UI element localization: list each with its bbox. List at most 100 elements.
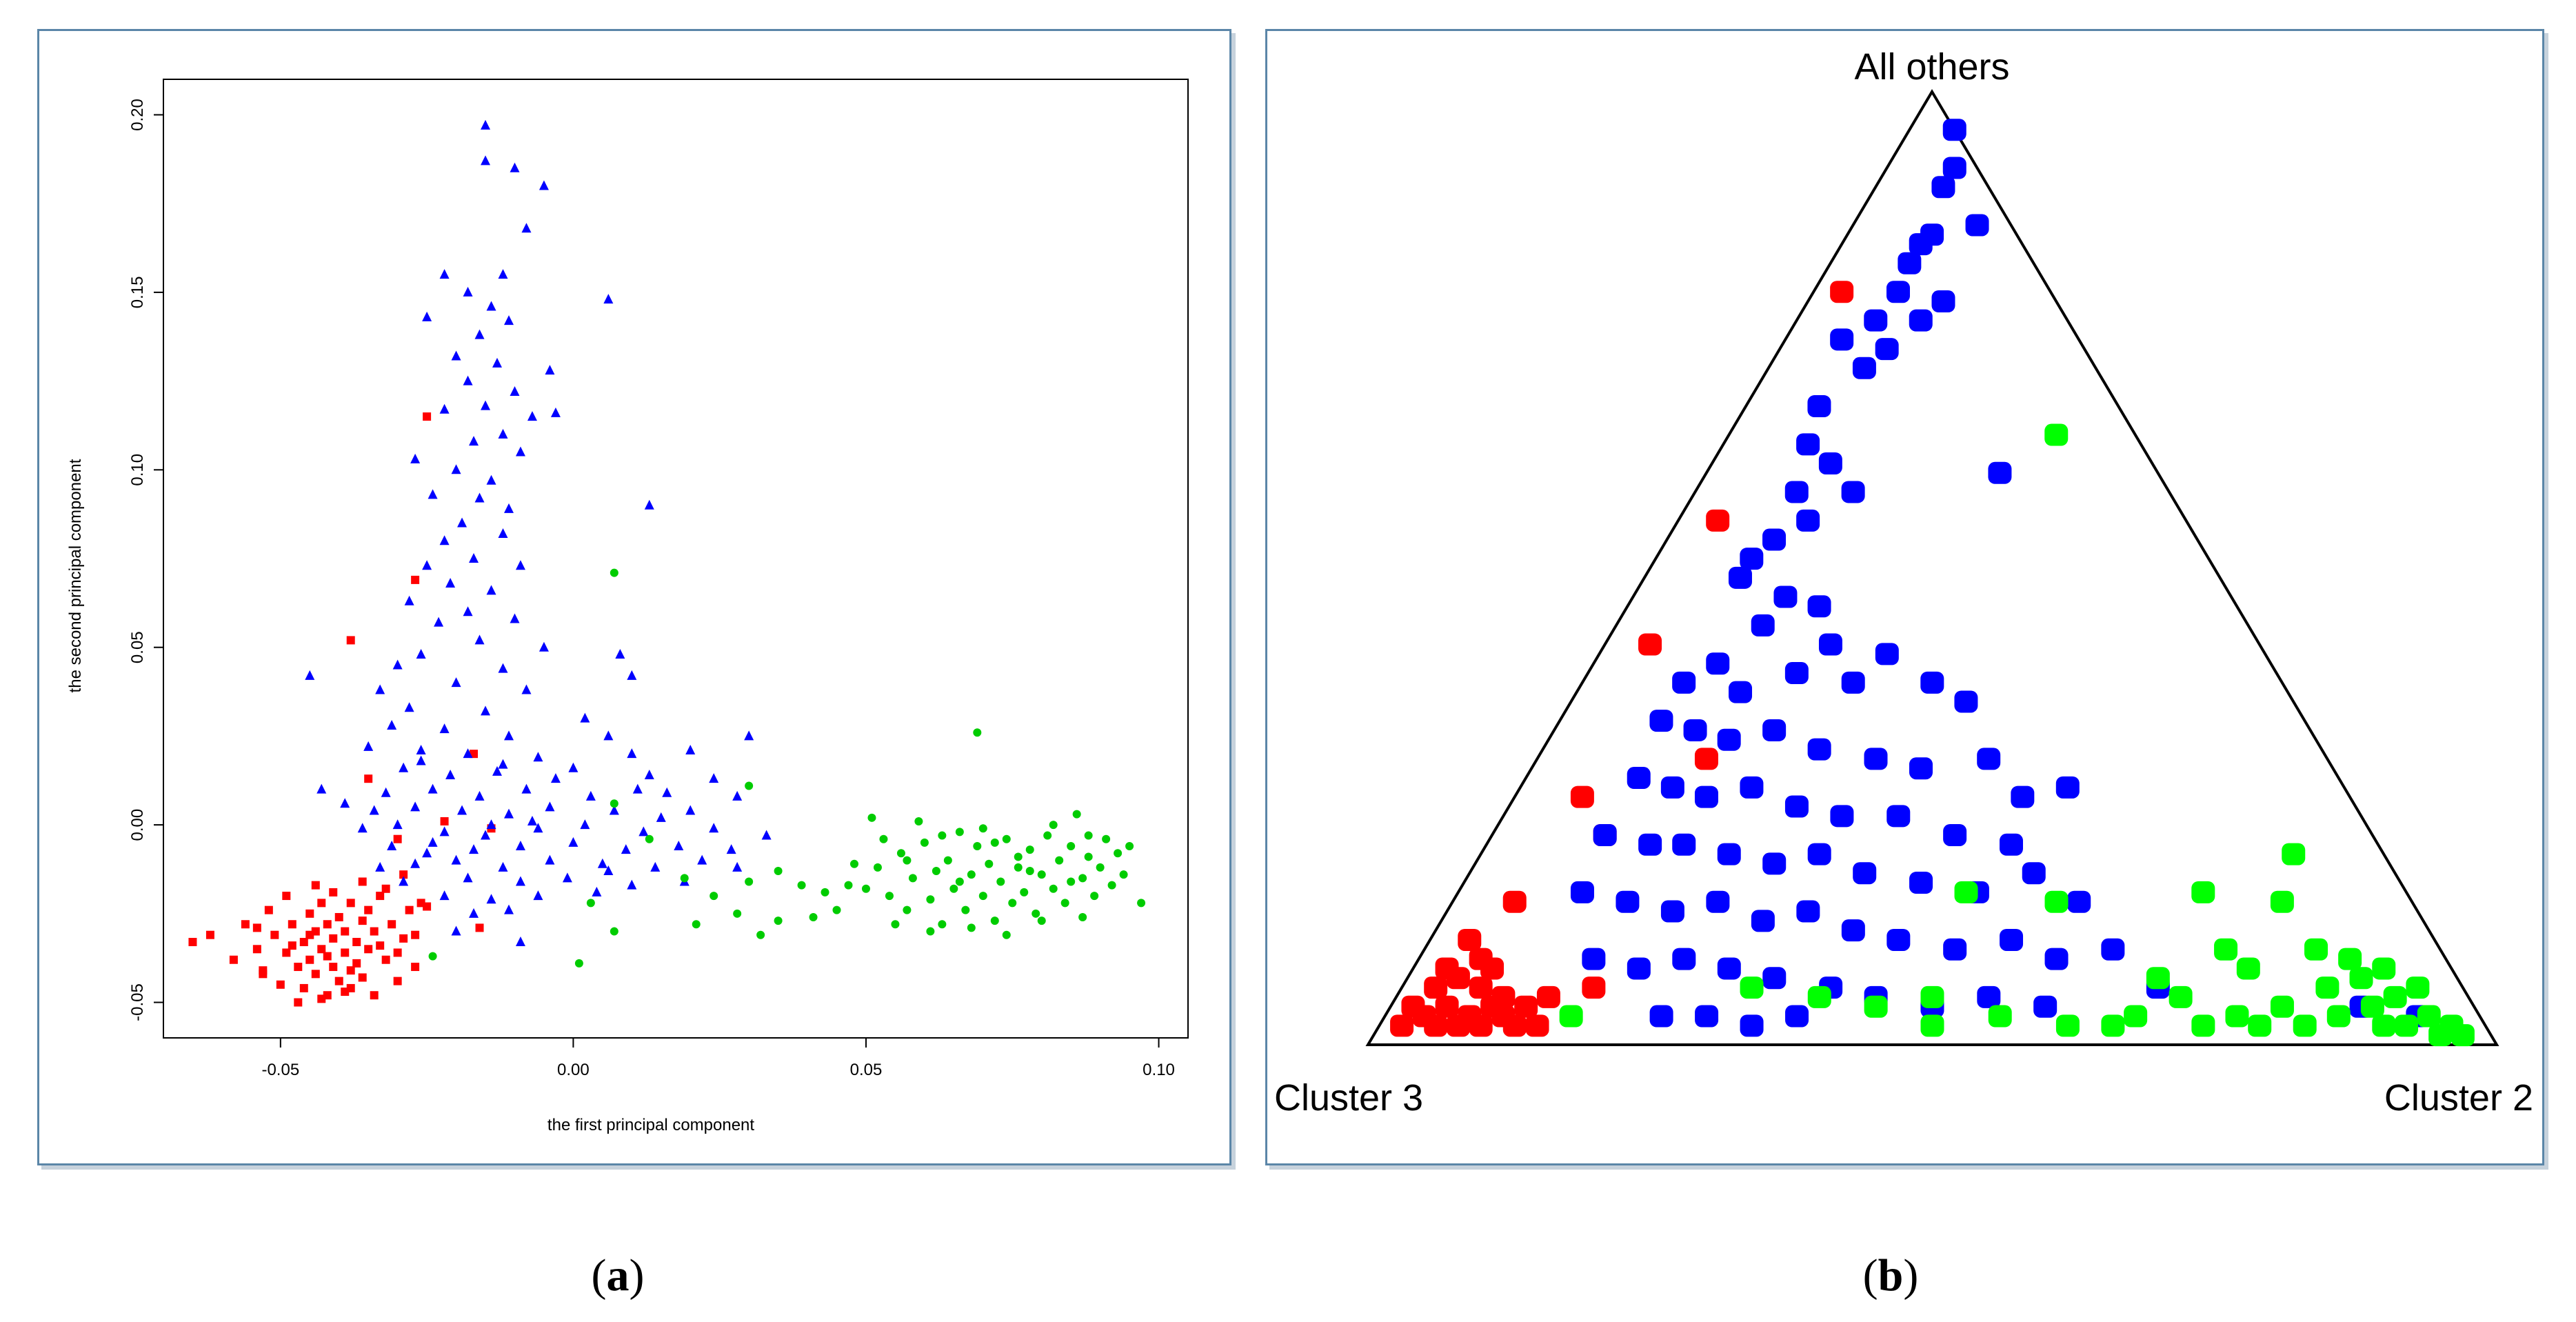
square-point	[294, 963, 303, 972]
y-tick-label: 0.00	[128, 809, 147, 841]
triangle-point	[422, 560, 432, 570]
circle-point	[873, 863, 882, 872]
circle-point	[996, 877, 1005, 886]
square-point	[329, 888, 338, 897]
ternary-point	[2360, 995, 2384, 1018]
triangle-point	[457, 517, 467, 528]
ternary-point	[2270, 995, 2294, 1018]
triangle-point	[427, 489, 438, 499]
triangle-point	[562, 872, 572, 883]
triangle-point	[469, 436, 479, 446]
triangle-point	[439, 269, 450, 279]
square-point	[288, 920, 296, 929]
triangle-point	[761, 830, 772, 840]
square-point	[229, 955, 238, 964]
triangle-point	[469, 908, 479, 918]
triangle-point	[539, 180, 549, 190]
triangle-point	[410, 801, 421, 812]
triangle-point	[463, 606, 473, 617]
ternary-point	[1818, 633, 1842, 656]
square-point	[364, 905, 373, 914]
circle-point	[938, 920, 947, 929]
ternary-point	[1784, 795, 1809, 818]
square-point	[241, 920, 250, 929]
ternary-point	[1942, 119, 1966, 141]
triangle-point	[427, 783, 438, 794]
ternary-point	[2191, 881, 2215, 903]
ternary-point	[1660, 900, 1684, 923]
square-point	[381, 884, 390, 893]
ternary-point	[1909, 233, 1933, 256]
circle-point	[1020, 888, 1029, 897]
ternary-point	[1480, 957, 1505, 980]
triangle-point	[644, 770, 654, 780]
triangle-point	[369, 805, 379, 815]
triangle-point	[603, 294, 614, 304]
triangle-point	[474, 790, 485, 801]
circle-point	[1114, 849, 1123, 858]
ternary-point	[1875, 338, 1899, 361]
triangle-point	[404, 702, 414, 712]
triangle-point	[515, 841, 525, 850]
ternary-point	[1864, 995, 1888, 1018]
triangle-point	[580, 712, 590, 723]
triangle-point	[503, 730, 514, 741]
ternary-point	[1796, 509, 1820, 532]
triangle-point	[627, 879, 637, 890]
triangle-point	[533, 823, 543, 833]
plot-box	[163, 79, 1189, 1039]
ternary-point	[1909, 872, 1933, 894]
ternary-point	[1807, 595, 1831, 618]
triangle-point	[434, 617, 444, 627]
triangle-point	[439, 535, 450, 545]
triangle-point	[685, 805, 696, 815]
circle-point	[955, 877, 964, 886]
ternary-point	[2236, 957, 2260, 980]
square-point	[305, 955, 314, 964]
ternary-point	[1559, 1005, 1583, 1028]
ternary-point	[1706, 509, 1730, 532]
triangle-point	[451, 350, 461, 361]
ternary-point	[1762, 967, 1787, 990]
triangle-point	[375, 684, 385, 694]
ternary-point	[1525, 1014, 1549, 1037]
panel-a: -0.05 0.00 0.05 0.10 -0.05 0.00 0.05 0.10 0.15 0.…	[37, 29, 1231, 1165]
circle-point	[710, 892, 718, 901]
triangle-point	[498, 759, 508, 769]
triangle-point	[521, 223, 532, 233]
triangle-point	[503, 808, 514, 819]
ternary-point	[2169, 985, 2193, 1008]
triangle-point	[603, 730, 614, 741]
ternary-point	[1672, 948, 1696, 970]
ternary-point	[1514, 995, 1538, 1018]
square-point	[252, 945, 261, 954]
ternary-point	[1570, 785, 1594, 808]
square-point	[276, 980, 285, 989]
ternary-point	[1762, 852, 1787, 875]
caption-b-letter: b	[1878, 1250, 1904, 1301]
triangle-point	[451, 464, 461, 474]
triangle-point	[486, 894, 496, 904]
triangle-point	[445, 578, 456, 588]
circle-point	[1067, 877, 1076, 886]
square-point	[188, 938, 197, 946]
ternary-point	[1909, 757, 1933, 780]
ternary-point	[2101, 1014, 2125, 1037]
circle-point	[745, 877, 754, 886]
ternary-point	[1852, 357, 1876, 379]
circle-point	[1037, 917, 1046, 925]
triangle-point	[439, 890, 450, 901]
square-point	[358, 877, 367, 886]
ternary-point	[1706, 652, 1730, 675]
ternary-point	[2293, 1014, 2317, 1037]
ternary-point	[1954, 881, 1978, 903]
square-point	[299, 938, 308, 946]
triangle-point	[585, 790, 596, 801]
square-point	[259, 966, 268, 975]
circle-point	[1102, 834, 1111, 843]
triangle-point	[550, 773, 561, 783]
triangle-point	[399, 762, 409, 772]
square-point	[376, 941, 385, 950]
square-point	[393, 977, 402, 985]
triangle-point	[515, 560, 525, 570]
